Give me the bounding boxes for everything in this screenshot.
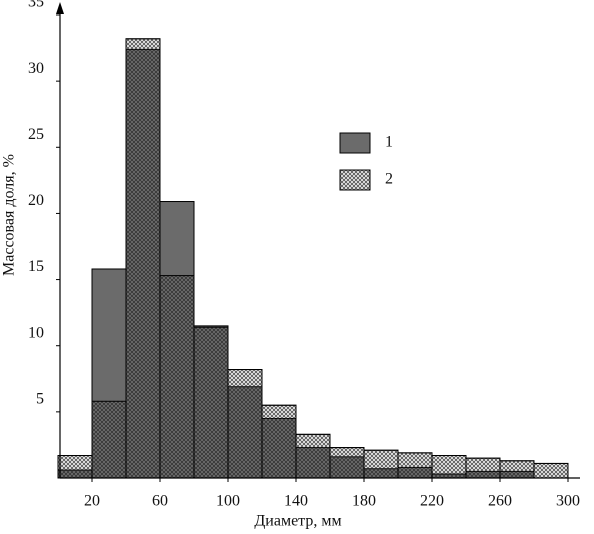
bar-hatch — [397, 452, 433, 479]
bar-hatch — [227, 369, 263, 479]
y-axis-label: Массовая доля, % — [1, 154, 18, 276]
bar-hatch — [159, 275, 195, 479]
y-tick-label: 25 — [28, 126, 44, 143]
bar-hatch — [431, 455, 467, 479]
bar-hatch — [329, 447, 365, 479]
x-tick-label: 260 — [488, 493, 512, 510]
y-tick-label: 10 — [28, 324, 44, 341]
bar-hatch — [193, 326, 229, 479]
legend-label: 2 — [385, 171, 393, 188]
bar-hatch — [465, 457, 501, 479]
legend-swatch — [339, 132, 371, 154]
x-tick-label: 60 — [152, 493, 168, 510]
y-tick-label: 35 — [28, 0, 44, 11]
bar-hatch — [499, 460, 535, 479]
legend-hatch — [339, 169, 371, 191]
y-tick-label: 15 — [28, 258, 44, 275]
bar-hatch — [261, 404, 297, 479]
x-tick-label: 20 — [84, 493, 100, 510]
bar-hatch — [91, 400, 127, 479]
y-tick-label: 5 — [36, 391, 44, 408]
x-tick-label: 180 — [352, 493, 376, 510]
y-tick-label: 30 — [28, 60, 44, 77]
x-tick-label: 140 — [284, 493, 308, 510]
x-tick-label: 300 — [556, 493, 580, 510]
x-tick-label: 220 — [420, 493, 444, 510]
bar-hatch — [295, 433, 331, 479]
legend-label: 1 — [385, 134, 393, 151]
y-axis-arrow — [56, 2, 64, 14]
y-tick-label: 20 — [28, 192, 44, 209]
bar-hatch — [363, 449, 399, 479]
x-axis-label: Диаметр, мм — [254, 513, 341, 530]
bar-hatch — [125, 38, 161, 479]
bar-hatch — [533, 462, 569, 479]
x-tick-label: 100 — [216, 493, 240, 510]
bar-hatch — [57, 455, 93, 479]
